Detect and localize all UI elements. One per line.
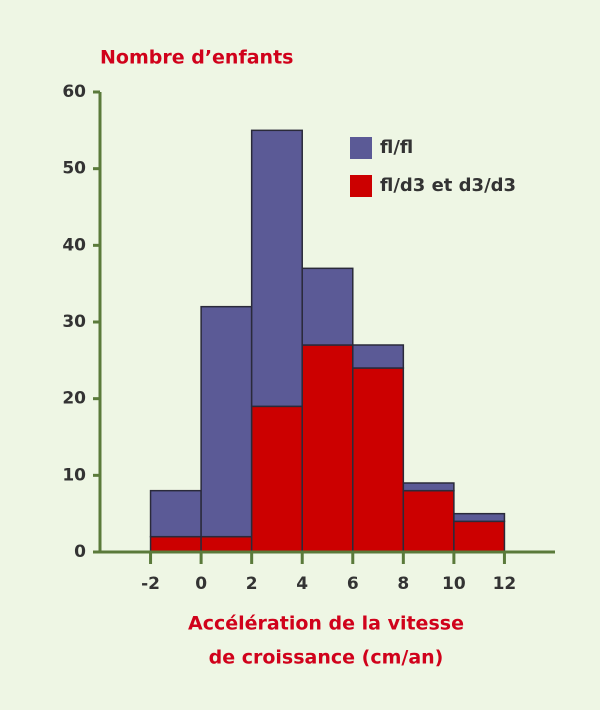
bar (250, 129, 303, 408)
y-tick-label: 10 (62, 465, 86, 485)
y-tick-label: 30 (62, 312, 86, 332)
bar (352, 344, 405, 369)
x-axis-label: Accélération de la vitesse (188, 613, 464, 635)
bar (301, 344, 354, 553)
legend-label: fl/fl (380, 137, 413, 158)
chart-title: Nombre d’enfants (100, 47, 293, 69)
bar (200, 535, 253, 553)
y-tick-label: 50 (62, 159, 86, 179)
bar (352, 367, 405, 553)
bar (149, 489, 202, 538)
bar (149, 535, 202, 553)
x-tick-label: 6 (347, 574, 359, 594)
bar (402, 482, 455, 492)
bar (200, 305, 253, 538)
legend-label: fl/d3 et d3/d3 (380, 175, 516, 196)
y-tick-label: 0 (74, 542, 86, 562)
x-axis-label: de croissance (cm/an) (209, 647, 444, 669)
y-tick-label: 40 (62, 235, 86, 255)
legend-swatch (350, 137, 372, 159)
x-tick-label: 8 (397, 574, 409, 594)
x-tick-label: -2 (141, 574, 160, 594)
bar (402, 489, 455, 553)
x-tick-label: 2 (246, 574, 258, 594)
bar (301, 267, 354, 346)
x-tick-label: 10 (442, 574, 466, 594)
legend-swatch (350, 175, 372, 197)
bar (453, 520, 506, 553)
y-tick-label: 20 (62, 389, 86, 409)
bar (453, 512, 506, 523)
x-tick-label: 0 (195, 574, 207, 594)
bar (250, 405, 303, 553)
y-tick-label: 60 (62, 82, 86, 102)
x-tick-label: 12 (493, 574, 517, 594)
x-tick-label: 4 (296, 574, 308, 594)
